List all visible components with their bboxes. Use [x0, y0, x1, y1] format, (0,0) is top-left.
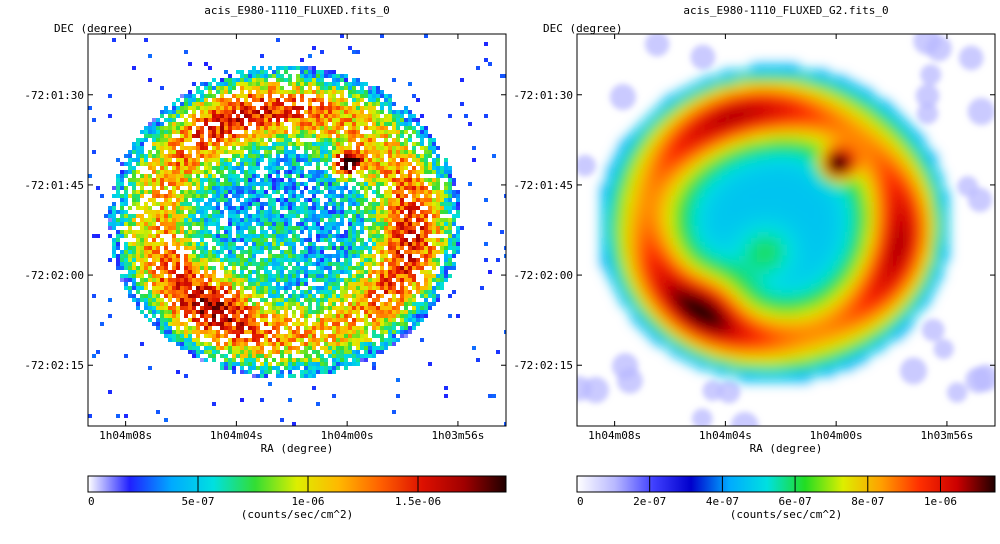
- colorbar-tick-label: 5e-07: [181, 495, 214, 508]
- left-panel: acis_E980-1110_FLUXED.fits_0 DEC (degree…: [24, 4, 507, 521]
- left-image: [88, 34, 506, 426]
- colorbar-tick-label: 4e-07: [706, 495, 739, 508]
- x-tick-label: 1h03m56s: [431, 429, 484, 442]
- y-tick-label: -72:02:00: [24, 269, 84, 282]
- y-tick-label: -72:01:30: [513, 89, 573, 102]
- right-frame: [576, 33, 996, 427]
- x-tick-label: 1h04m08s: [588, 429, 641, 442]
- right-background-blobs: [577, 34, 995, 426]
- right-colorbar-label: (counts/sec/cm^2): [730, 508, 843, 521]
- y-tick-label: -72:01:45: [24, 179, 84, 192]
- left-colorbar: [87, 475, 507, 493]
- x-tick-label: 1h04m04s: [699, 429, 752, 442]
- right-title: acis_E980-1110_FLUXED_G2.fits_0: [683, 4, 888, 17]
- left-ylabel: DEC (degree): [54, 22, 133, 35]
- colorbar-tick-label: 1.5e-06: [395, 495, 441, 508]
- colorbar-tick-label: 2e-07: [633, 495, 666, 508]
- colorbar-tick-label: 1e-06: [924, 495, 957, 508]
- left-title: acis_E980-1110_FLUXED.fits_0: [204, 4, 389, 17]
- x-tick-label: 1h04m04s: [210, 429, 263, 442]
- x-tick-label: 1h04m08s: [99, 429, 152, 442]
- colorbar-tick-label: 0: [88, 495, 95, 508]
- x-tick-label: 1h04m00s: [810, 429, 863, 442]
- y-tick-label: -72:02:00: [513, 269, 573, 282]
- colorbar-tick-label: 0: [577, 495, 584, 508]
- colorbar-tick-label: 1e-06: [291, 495, 324, 508]
- right-image: [577, 34, 995, 426]
- colorbar-tick-label: 6e-07: [779, 495, 812, 508]
- right-smoothed-layer: [601, 64, 949, 382]
- x-tick-label: 1h04m00s: [321, 429, 374, 442]
- right-xlabel: RA (degree): [750, 442, 823, 455]
- left-pixel-layer: [88, 34, 506, 426]
- y-tick-label: -72:02:15: [513, 359, 573, 372]
- colorbar-tick-label: 8e-07: [851, 495, 884, 508]
- right-ylabel: DEC (degree): [543, 22, 622, 35]
- right-colorbar: [576, 475, 996, 493]
- left-colorbar-label: (counts/sec/cm^2): [241, 508, 354, 521]
- x-tick-label: 1h03m56s: [920, 429, 973, 442]
- right-panel: acis_E980-1110_FLUXED_G2.fits_0 DEC (deg…: [513, 4, 996, 521]
- y-tick-label: -72:02:15: [24, 359, 84, 372]
- y-tick-label: -72:01:45: [513, 179, 573, 192]
- y-tick-label: -72:01:30: [24, 89, 84, 102]
- left-xlabel: RA (degree): [261, 442, 334, 455]
- left-frame: [87, 33, 507, 427]
